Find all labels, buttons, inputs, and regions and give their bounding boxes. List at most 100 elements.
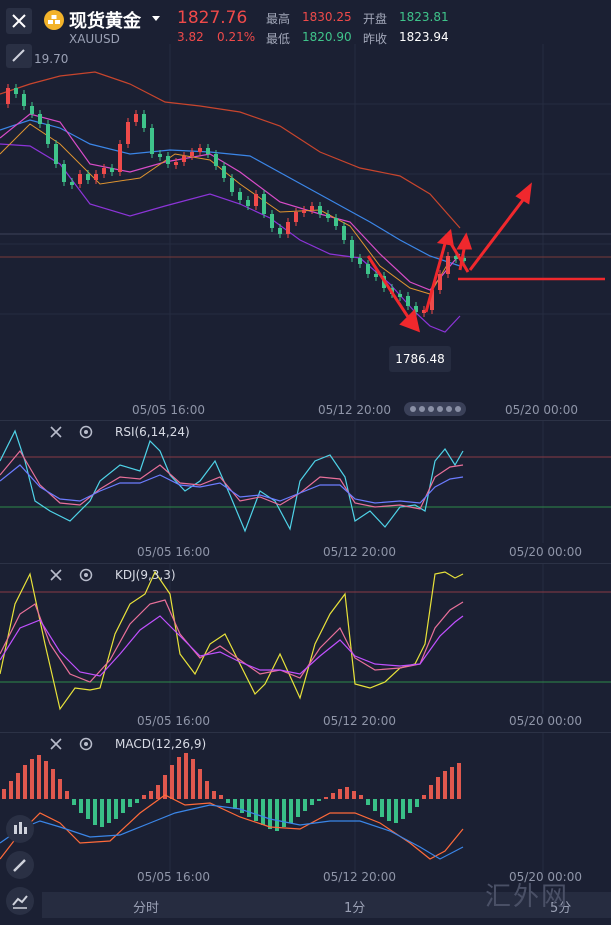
macd-bar [93, 799, 97, 825]
candle [70, 182, 74, 185]
candle [350, 240, 354, 258]
candlestick-chart[interactable] [0, 44, 611, 420]
candle [406, 296, 410, 306]
macd-bar [44, 761, 48, 799]
macd-close-icon[interactable] [48, 736, 64, 756]
x-label: 05/05 16:00 [132, 403, 205, 417]
prev-close-label: 昨收 [363, 32, 388, 46]
candle [294, 212, 298, 222]
macd-bar [163, 775, 167, 799]
x-label: 05/20 00:00 [505, 403, 578, 417]
macd-bar [16, 773, 20, 799]
macd-bar [345, 787, 349, 799]
indicator-button[interactable] [6, 815, 34, 843]
candle [278, 228, 282, 234]
open-label: 开盘 [363, 12, 388, 26]
candle [206, 148, 210, 154]
x-label: 05/20 00:00 [509, 545, 582, 559]
candle [22, 94, 26, 106]
candle [318, 206, 322, 214]
candle [230, 178, 234, 192]
macd-chart[interactable] [0, 733, 611, 890]
current-price: 1827.76 [177, 8, 248, 28]
candle [126, 122, 130, 144]
candle [46, 124, 50, 144]
macd-bar [296, 799, 300, 817]
x-label: 05/12 20:00 [323, 870, 396, 884]
macd-bar [394, 799, 398, 823]
pen-icon [13, 859, 26, 872]
candle [222, 166, 226, 178]
tab-1min[interactable]: 1分 [344, 901, 366, 916]
candle [30, 106, 34, 114]
chevron-down-icon[interactable] [152, 16, 160, 21]
macd-bar [219, 795, 223, 799]
tab-5min[interactable]: 5分 [550, 901, 572, 916]
rsi-settings-icon[interactable] [78, 424, 94, 444]
macd-bar [128, 799, 132, 807]
kdj-settings-icon[interactable] [78, 567, 94, 587]
candle [326, 214, 330, 218]
macd-bar [212, 791, 216, 799]
candle [6, 88, 10, 104]
macd-bar [156, 785, 160, 799]
chart-type-button[interactable] [6, 887, 34, 915]
candle [270, 214, 274, 228]
macd-bar [51, 769, 55, 799]
macd-bar [86, 799, 90, 819]
macd-bar [352, 791, 356, 799]
low-value: 1820.90 [302, 30, 352, 44]
candle [302, 210, 306, 213]
macd-settings-icon[interactable] [78, 736, 94, 756]
macd-bar [289, 799, 293, 823]
macd-bar [443, 771, 447, 799]
scroll-indicator[interactable] [404, 402, 466, 416]
macd-bar [408, 799, 412, 813]
macd-bar [121, 799, 125, 813]
x-label: 05/12 20:00 [323, 545, 396, 559]
macd-bar [429, 785, 433, 799]
x-label: 05/05 16:00 [137, 870, 210, 884]
candle [438, 274, 442, 290]
macd-bar [450, 767, 454, 799]
candle [246, 200, 250, 206]
macd-bar [142, 795, 146, 799]
macd-bar [247, 799, 251, 817]
macd-bar [233, 799, 237, 809]
macd-bar [373, 799, 377, 811]
rsi-close-icon[interactable] [48, 424, 64, 444]
x-label: 05/20 00:00 [509, 714, 582, 728]
draw-tool-button[interactable] [6, 44, 32, 68]
kdj-chart[interactable] [0, 564, 611, 732]
draw-button[interactable] [6, 851, 34, 879]
close-button[interactable] [6, 8, 32, 34]
candle [38, 114, 42, 124]
macd-bar [149, 791, 153, 799]
macd-bar [324, 797, 328, 799]
macd-bar [254, 799, 258, 821]
instrument-title[interactable]: 现货黄金 [69, 11, 141, 32]
kdj-panel-name: KDJ(9,3,3) [115, 568, 176, 582]
macd-bar [2, 789, 6, 799]
tab-timeshare[interactable]: 分时 [133, 901, 160, 916]
macd-bar [198, 769, 202, 799]
candle [14, 88, 18, 94]
candle [414, 306, 418, 312]
candle [158, 154, 162, 157]
macd-bar [9, 781, 13, 799]
macd-bar [436, 777, 440, 799]
candle [358, 258, 362, 264]
price-change-percent: 0.21% [217, 30, 256, 44]
candle [454, 256, 458, 259]
macd-bar [422, 795, 426, 799]
macd-bar [114, 799, 118, 819]
kdj-close-icon[interactable] [48, 567, 64, 587]
macd-bar [240, 799, 244, 813]
rsi-chart[interactable] [0, 421, 611, 563]
candles-icon [14, 822, 27, 834]
candle [78, 174, 82, 184]
open-value: 1823.81 [399, 10, 449, 24]
macd-bar [338, 789, 342, 799]
macd-bar [380, 799, 384, 817]
pen-icon [12, 49, 25, 62]
